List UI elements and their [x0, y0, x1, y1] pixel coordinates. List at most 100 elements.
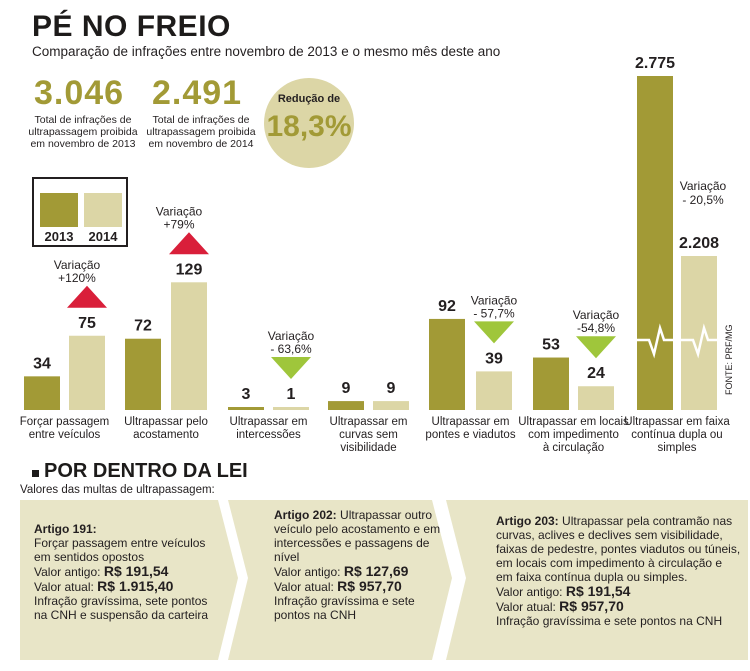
chart-legend: 2013 2014 [32, 177, 128, 247]
article-191-desc: Forçar passagem entre veículos em sentid… [34, 536, 206, 564]
category-label-ultrapassar-em-locais-com-impedimento-1: com impedimento [528, 429, 619, 441]
bar-2014-ultrapassar-em-intercessoes [273, 407, 309, 410]
value-label-2014-ultrapassar-em-intercessoes: 1 [287, 386, 296, 403]
variation-label-ultrapassar-pelo-acostamento: Variação [156, 204, 203, 218]
value-label-2013-ultrapassar-em-pontes-e-viadutos: 92 [438, 298, 456, 315]
value-label-2014-ultrapassar-em-curvas-sem: 9 [387, 380, 396, 397]
category-label-ultrapassar-em-faixa-continua-dupla-ou-0: Ultrapassar em faixa [624, 416, 730, 428]
legend-swatch-2013 [40, 193, 78, 227]
bar-2013-forcar-passagem-entre-veiculos [24, 376, 60, 410]
article-202-old-value: R$ 127,69 [343, 563, 409, 579]
article-191-note: Infração gravíssima, sete pontos na CNH … [34, 594, 209, 622]
category-label-forcar-passagem-entre-veiculos-0: Forçar passagem [20, 416, 109, 428]
category-label-ultrapassar-em-curvas-sem-2: visibilidade [340, 442, 396, 454]
article-202-panel [228, 500, 452, 660]
value-label-2014-ultrapassar-em-locais-com-impedimento: 24 [587, 365, 605, 382]
bar-2014-ultrapassar-em-curvas-sem [373, 401, 409, 410]
source-credit: FONTE: PRF/MG [724, 325, 734, 396]
value-label-2014-forcar-passagem-entre-veiculos: 75 [78, 315, 96, 332]
article-202-note: Infração gravíssima e sete pontos na CNH [274, 594, 415, 622]
article-203-old-label: Valor antigo: [496, 585, 563, 599]
variation-label-ultrapassar-em-pontes-e-viadutos: Variação [471, 293, 518, 307]
article-203-desc: Ultrapassar pela contramão nas curvas, a… [496, 514, 741, 584]
category-label-ultrapassar-em-faixa-continua-dupla-ou-1: contínua dupla ou [631, 429, 722, 441]
axis-break-2013 [637, 323, 673, 359]
article-203-new-value: R$ 957,70 [559, 598, 624, 614]
reduction-circle [264, 78, 354, 168]
variation-up-arrow-ultrapassar-pelo-acostamento [169, 232, 209, 255]
variation-label-ultrapassar-em-intercessoes: Variação [268, 329, 315, 343]
bar-2013-ultrapassar-em-locais-com-impedimento [533, 357, 569, 410]
legend-swatch-2014 [84, 193, 122, 227]
variation-label-ultrapassar-em-locais-com-impedimento: Variação [573, 308, 620, 322]
category-label-ultrapassar-em-faixa-continua-dupla-ou-2: simples [658, 442, 697, 454]
law-section-title: POR DENTRO DA LEI [44, 460, 248, 482]
total-2013-value: 3.046 [34, 74, 125, 112]
article-191-name: Artigo 191: [34, 522, 97, 536]
category-label-ultrapassar-em-locais-com-impedimento-2: à circulação [543, 442, 604, 454]
bar-2014-ultrapassar-em-pontes-e-viadutos [476, 371, 512, 410]
page-subtitle: Comparação de infrações entre novembro d… [32, 44, 501, 59]
value-label-2014-ultrapassar-em-faixa-continua-dupla-ou: 2.208 [679, 235, 719, 252]
article-203-new-label: Valor atual: [496, 600, 556, 614]
total-2014-desc: Total de infrações de ultrapassagem proi… [146, 114, 256, 150]
article-191-new-label: Valor atual: [34, 580, 94, 594]
value-label-2013-ultrapassar-em-faixa-continua-dupla-ou: 2.775 [635, 55, 675, 72]
variation-label-forcar-passagem-entre-veiculos: Variação [54, 258, 101, 272]
article-191-panel [20, 500, 238, 660]
value-label-2013-ultrapassar-pelo-acostamento: 72 [134, 318, 152, 335]
variation-down-arrow-ultrapassar-em-locais-com-impedimento [576, 336, 616, 359]
article-202-old-label: Valor antigo: [274, 565, 341, 579]
bar-2013-ultrapassar-em-curvas-sem [328, 401, 364, 410]
category-label-ultrapassar-pelo-acostamento-0: Ultrapassar pelo [124, 416, 208, 428]
article-191-new-value: R$ 1.915,40 [97, 578, 174, 594]
category-label-ultrapassar-em-locais-com-impedimento-0: Ultrapassar em locais [518, 416, 629, 428]
value-label-2014-ultrapassar-em-pontes-e-viadutos: 39 [485, 350, 503, 367]
article-202-desc: Ultrapassar outro veículo pelo acostamen… [274, 508, 441, 564]
article-191-old-value: R$ 191,54 [103, 563, 169, 579]
category-label-ultrapassar-em-curvas-sem-0: Ultrapassar em [330, 416, 408, 428]
article-202-new-label: Valor atual: [274, 580, 334, 594]
law-section-subtitle: Valores das multas de ultrapassagem: [20, 484, 215, 496]
category-label-ultrapassar-em-intercessoes-1: intercessões [236, 429, 301, 441]
bar-2014-forcar-passagem-entre-veiculos [69, 335, 105, 410]
article-191-old-label: Valor antigo: [34, 565, 101, 579]
value-label-2013-ultrapassar-em-intercessoes: 3 [242, 386, 251, 403]
article-203-name: Artigo 203: [496, 514, 559, 528]
article-203-old-value: R$ 191,54 [565, 583, 631, 599]
bar-2013-ultrapassar-em-faixa-continua-dupla-ou [637, 76, 673, 410]
variation-value-ultrapassar-em-locais-com-impedimento: -54,8% [577, 321, 615, 335]
category-label-ultrapassar-em-pontes-e-viadutos-0: Ultrapassar em [432, 416, 510, 428]
value-label-2013-forcar-passagem-entre-veiculos: 34 [33, 355, 51, 372]
variation-down-arrow-ultrapassar-em-intercessoes [271, 357, 311, 379]
article-191: Artigo 191: Forçar passagem entre veícul… [34, 522, 224, 622]
bar-2013-ultrapassar-em-pontes-e-viadutos [429, 318, 465, 410]
legend-label-2014: 2014 [88, 229, 118, 244]
total-2014-value: 2.491 [152, 74, 243, 112]
variation-value-forcar-passagem-entre-veiculos: +120% [58, 271, 96, 285]
variation-value-ultrapassar-em-pontes-e-viadutos: - 57,7% [473, 306, 515, 320]
variation-value-ultrapassar-em-intercessoes: - 63,6% [270, 342, 312, 356]
variation-value-ultrapassar-pelo-acostamento: +79% [163, 217, 194, 231]
variation-value-ultrapassar-em-faixa-continua-dupla-ou: - 20,5% [682, 193, 724, 207]
article-203: Artigo 203: Ultrapassar pela contramão n… [496, 514, 742, 628]
total-2013-desc: Total de infrações de ultrapassagem proi… [28, 114, 138, 150]
legend-label-2013: 2013 [44, 229, 74, 244]
bar-2014-ultrapassar-em-faixa-continua-dupla-ou [681, 256, 717, 410]
variation-down-arrow-ultrapassar-em-pontes-e-viadutos [474, 321, 514, 344]
law-arrow-panels [20, 500, 748, 660]
category-label-ultrapassar-em-curvas-sem-1: curvas sem [339, 429, 398, 441]
reduction-value: 18,3% [266, 110, 352, 143]
bar-2014-ultrapassar-pelo-acostamento [171, 282, 207, 410]
reduction-label: Redução de [277, 93, 341, 105]
article-202-name: Artigo 202: [274, 508, 337, 522]
article-203-note: Infração gravíssima e sete pontos na CNH [496, 614, 723, 628]
value-label-2013-ultrapassar-em-locais-com-impedimento: 53 [542, 337, 560, 354]
category-label-ultrapassar-pelo-acostamento-1: acostamento [133, 429, 199, 441]
bar-2013-ultrapassar-em-intercessoes [228, 407, 264, 410]
category-label-forcar-passagem-entre-veiculos-1: entre veículos [29, 429, 101, 441]
section-bullet [32, 470, 39, 477]
article-202: Artigo 202: Ultrapassar outro veículo pe… [274, 508, 446, 622]
page-title: PÉ NO FREIO [32, 10, 231, 43]
